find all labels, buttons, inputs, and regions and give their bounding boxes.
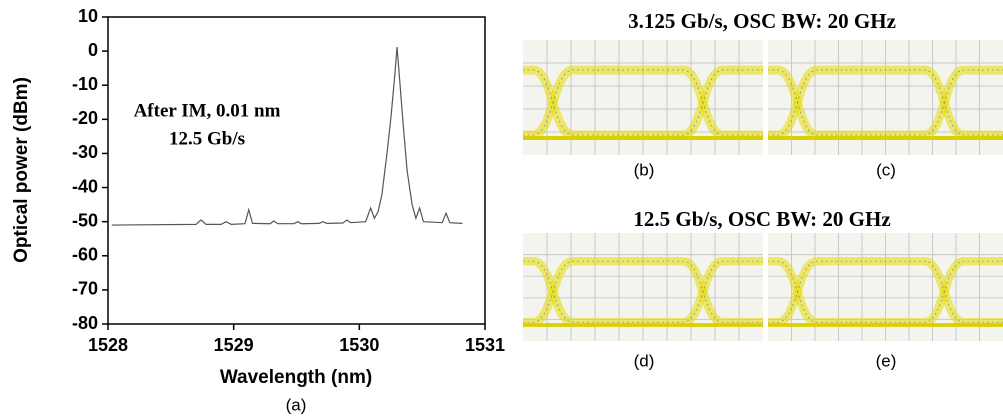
x-tick-label: 1531 [465, 335, 505, 355]
spectrum-line [112, 47, 463, 225]
y-tick-label: -50 [72, 210, 98, 230]
x-tick-label: 1530 [339, 335, 379, 355]
eye-image [523, 233, 763, 341]
annotation: After IM, 0.01 nm [134, 100, 281, 121]
y-tick-label: 0 [88, 40, 98, 60]
eye-image [768, 233, 1003, 341]
panel-label: (c) [876, 160, 896, 179]
panel-label: (d) [634, 351, 655, 370]
y-tick-label: -70 [72, 279, 98, 299]
panel-label: (e) [876, 351, 897, 370]
y-tick-label: -20 [72, 108, 98, 128]
y-tick-label: -80 [72, 313, 98, 333]
x-tick-label: 1528 [88, 335, 128, 355]
y-tick-label: -40 [72, 176, 98, 196]
x-axis-label: Wavelength (nm) [220, 367, 372, 388]
eye-title: 3.125 Gb/s, OSC BW: 20 GHz [628, 9, 896, 33]
panel-label: (b) [634, 160, 655, 179]
eye-image [523, 40, 763, 155]
page: After IM, 0.01 nm 12.5 Gb/s Wavelength (… [0, 0, 1003, 419]
annotation: 12.5 Gb/s [169, 128, 245, 149]
x-tick-label: 1529 [214, 335, 254, 355]
spectrum-chart: After IM, 0.01 nm 12.5 Gb/s Wavelength (… [11, 6, 505, 415]
plot-frame [108, 17, 485, 324]
eye-title: 12.5 Gb/s, OSC BW: 20 GHz [633, 207, 890, 231]
y-tick-label: -60 [72, 245, 98, 265]
y-tick-label: 10 [78, 6, 98, 26]
y-axis-label: Optical power (dBm) [11, 77, 32, 263]
eye-diagrams: 3.125 Gb/s, OSC BW: 20 GHz 12.5 Gb/s, OS… [523, 9, 1003, 371]
y-tick-label: -30 [72, 142, 98, 162]
panel-label: (a) [286, 395, 307, 414]
y-tick-label: -10 [72, 74, 98, 94]
figure: After IM, 0.01 nm 12.5 Gb/s Wavelength (… [0, 0, 1003, 419]
eye-image [768, 40, 1003, 155]
